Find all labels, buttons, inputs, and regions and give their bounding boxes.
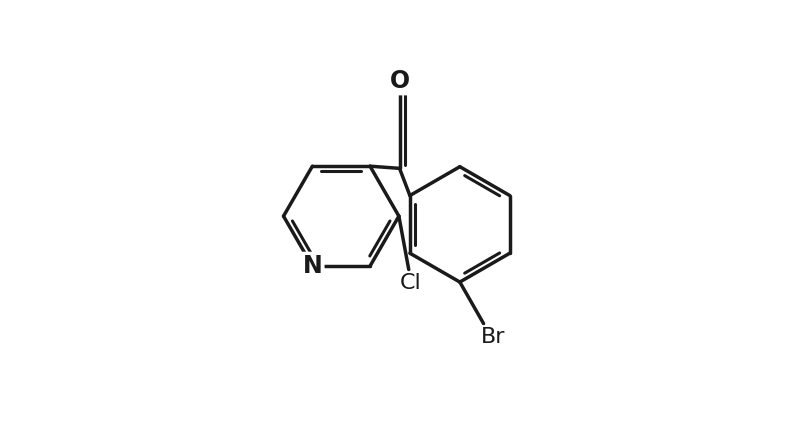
Text: Br: Br bbox=[481, 327, 505, 347]
Text: Cl: Cl bbox=[399, 273, 421, 293]
Text: O: O bbox=[389, 69, 409, 93]
Text: N: N bbox=[302, 254, 322, 278]
